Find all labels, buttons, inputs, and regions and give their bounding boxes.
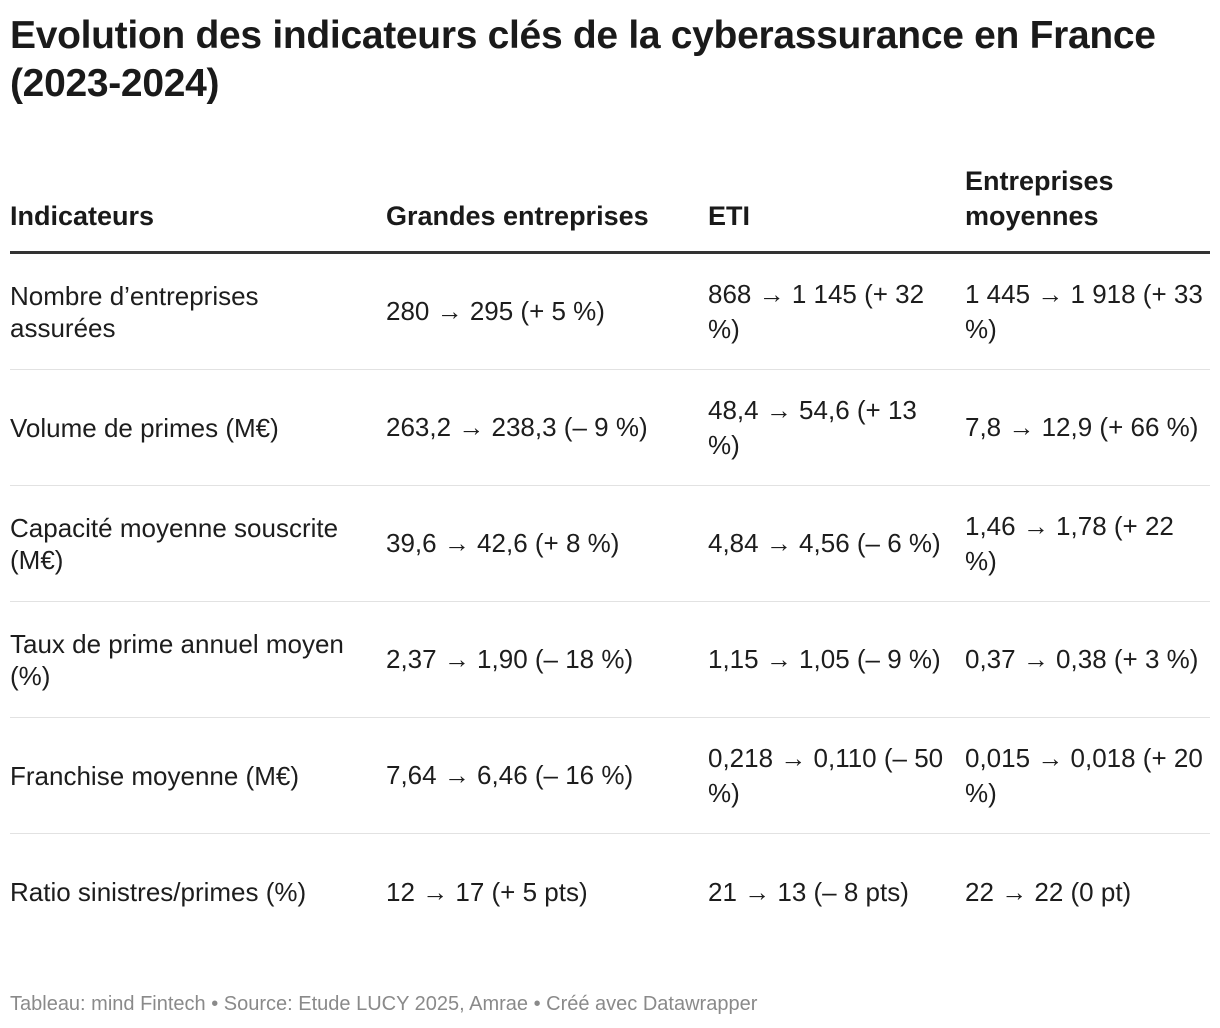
table-cell: 7,64 → 6,46 (– 16 %) xyxy=(386,760,634,790)
table-cell: 0,218 → 0,110 (– 50 %) xyxy=(708,742,944,808)
column-header-entreprises-moyennes: Entreprises moyennes xyxy=(965,166,1114,231)
column-header-indicateurs: Indicateurs xyxy=(10,201,155,231)
indicators-table: Indicateurs Grandes entreprises ETI Entr… xyxy=(10,162,1210,950)
table-cell: 39,6 → 42,6 (+ 8 %) xyxy=(386,528,620,558)
table-cell: 1,15 → 1,05 (– 9 %) xyxy=(708,644,941,674)
table-row: Capacité moyenne souscrite (M€) 39,6 → 4… xyxy=(10,486,1210,602)
row-label: Taux de prime annuel moyen (%) xyxy=(10,628,344,691)
table-header: Indicateurs Grandes entreprises ETI Entr… xyxy=(10,162,1210,254)
table-cell: 2,37 → 1,90 (– 18 %) xyxy=(386,644,634,674)
table-cell: 1,46 → 1,78 (+ 22 %) xyxy=(965,510,1174,576)
table-cell: 263,2 → 238,3 (– 9 %) xyxy=(386,412,648,442)
table-row: Nombre d’entreprises assurées 280 → 295 … xyxy=(10,254,1210,370)
table-cell: 22 → 22 (0 pt) xyxy=(965,876,1132,907)
table-cell: 7,8 → 12,9 (+ 66 %) xyxy=(965,412,1199,442)
table-cell: 1 445 → 1 918 (+ 33 %) xyxy=(965,278,1203,344)
chart-title: Evolution des indicateurs clés de la cyb… xyxy=(10,14,1156,105)
column-header-eti: ETI xyxy=(708,201,751,231)
table-cell: 280 → 295 (+ 5 %) xyxy=(386,296,605,326)
table-cell: 21 → 13 (– 8 pts) xyxy=(708,876,909,907)
row-label: Capacité moyenne souscrite (M€) xyxy=(10,512,339,575)
table-row: Taux de prime annuel moyen (%) 2,37 → 1,… xyxy=(10,602,1210,718)
table-row: Ratio sinistres/primes (%) 12 → 17 (+ 5 … xyxy=(10,834,1210,950)
column-header-grandes-entreprises: Grandes entreprises xyxy=(386,201,649,231)
table-cell: 868 → 1 145 (+ 32 %) xyxy=(708,278,925,344)
row-label: Franchise moyenne (M€) xyxy=(10,760,299,791)
table-cell: 4,84 → 4,56 (– 6 %) xyxy=(708,528,941,558)
table-cell: 0,37 → 0,38 (+ 3 %) xyxy=(965,644,1199,674)
row-label: Volume de primes (M€) xyxy=(10,412,279,443)
table-row: Volume de primes (M€) 263,2 → 238,3 (– 9… xyxy=(10,370,1210,486)
table-cell: 12 → 17 (+ 5 pts) xyxy=(386,876,588,907)
row-label: Nombre d’entreprises assurées xyxy=(10,280,259,343)
table-cell: 48,4 → 54,6 (+ 13 %) xyxy=(708,394,917,460)
source-footer: Tableau: mind Fintech • Source: Etude LU… xyxy=(10,993,758,1015)
row-label: Ratio sinistres/primes (%) xyxy=(10,877,307,907)
table-cell: 0,015 → 0,018 (+ 20 %) xyxy=(965,742,1203,808)
table-row: Franchise moyenne (M€) 7,64 → 6,46 (– 16… xyxy=(10,718,1210,834)
